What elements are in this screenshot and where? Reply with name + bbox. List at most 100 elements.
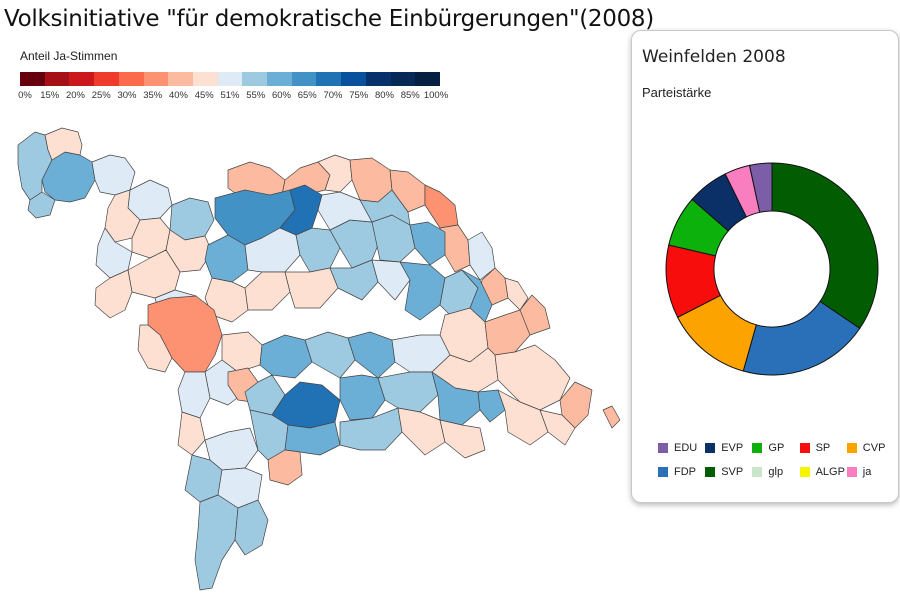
scale-tick-label: 75% xyxy=(349,90,369,101)
legend-item-glp[interactable]: glp xyxy=(752,466,799,478)
municipality-region[interactable] xyxy=(204,234,249,283)
municipality-region[interactable] xyxy=(91,154,136,196)
municipality-region[interactable] xyxy=(431,371,481,426)
municipality-region[interactable] xyxy=(259,334,313,379)
municipality-region[interactable] xyxy=(339,374,386,421)
scale-swatch xyxy=(44,72,70,86)
legend-swatch xyxy=(658,467,668,477)
legend-item-algp[interactable]: ALGP xyxy=(799,466,847,478)
municipality-region[interactable] xyxy=(339,407,403,451)
scale-tick-label: 51% xyxy=(220,90,240,101)
scale-swatch xyxy=(20,72,45,86)
municipality-region[interactable] xyxy=(477,389,506,423)
municipality-region[interactable] xyxy=(194,494,239,591)
scale-tick-label: 40% xyxy=(168,90,189,101)
thurgau-municipality-map xyxy=(17,127,621,591)
donut-slice-edu[interactable] xyxy=(748,162,773,213)
municipality-region[interactable] xyxy=(439,419,486,459)
legend-swatch xyxy=(752,443,763,453)
scale-swatch xyxy=(143,72,169,86)
scale-tick-label: 80% xyxy=(374,90,395,101)
municipality-region[interactable] xyxy=(204,277,249,323)
scale-tick-label: 55% xyxy=(246,90,266,101)
scale-swatch xyxy=(242,72,268,86)
scale-swatch xyxy=(365,72,391,86)
scale-swatch xyxy=(341,72,366,86)
scale-tick-label: 20% xyxy=(65,90,86,101)
scale-swatch xyxy=(192,72,218,86)
legend-swatch xyxy=(799,467,810,477)
municipality-region[interactable] xyxy=(494,344,571,411)
municipality-region[interactable] xyxy=(399,261,446,321)
municipality-region[interactable] xyxy=(504,277,529,311)
legend-item-evp[interactable]: EVP xyxy=(705,442,752,454)
municipality-region[interactable] xyxy=(234,499,269,556)
legend-item-ja[interactable]: ja xyxy=(846,466,894,478)
municipality-region[interactable] xyxy=(397,407,446,456)
municipality-region[interactable] xyxy=(371,259,411,301)
scale-swatch xyxy=(118,72,144,86)
municipality-region[interactable] xyxy=(177,371,211,419)
map-title: Volksinitiative "für demokratische Einbü… xyxy=(4,6,654,32)
municipality-region[interactable] xyxy=(347,331,396,379)
donut-slice-svp[interactable] xyxy=(771,162,879,330)
municipality-region[interactable] xyxy=(317,191,373,231)
panel-subtitle: Parteistärke xyxy=(642,85,712,100)
scale-swatch xyxy=(69,72,95,86)
municipality-region[interactable] xyxy=(304,331,356,379)
municipality-region[interactable] xyxy=(27,191,56,219)
legend-item-fdp[interactable]: FDP xyxy=(658,466,705,478)
scale-swatch xyxy=(168,72,193,86)
scale-swatch xyxy=(316,72,342,86)
legend-label: GP xyxy=(768,442,785,454)
legend-label: glp xyxy=(768,466,784,478)
legend-label: SP xyxy=(815,442,831,454)
scale-swatch xyxy=(291,72,317,86)
legend-item-cvp[interactable]: CVP xyxy=(846,442,894,454)
municipality-region[interactable] xyxy=(177,411,206,456)
legend-item-svp[interactable]: SVP xyxy=(705,466,752,478)
scale-tick-label: 100% xyxy=(423,90,449,101)
legend-label: EVP xyxy=(721,442,744,454)
party-strength-donut-chart xyxy=(665,162,879,376)
legend-item-gp[interactable]: GP xyxy=(752,442,799,454)
municipality-region[interactable] xyxy=(267,449,303,486)
scale-tick-label: 65% xyxy=(297,90,317,101)
legend-swatch xyxy=(658,443,668,453)
legend-swatch xyxy=(705,443,716,453)
legend-swatch xyxy=(799,443,810,453)
party-legend: EDU EVP GP SP CVP FDP SVP glp ALGP ja xyxy=(658,442,894,478)
scale-tick-label: 15% xyxy=(40,90,60,101)
municipality-region[interactable] xyxy=(284,267,339,309)
municipality-region[interactable] xyxy=(424,184,459,229)
scale-tick-label: 45% xyxy=(194,90,214,101)
municipality-region[interactable] xyxy=(317,154,353,193)
municipality-region[interactable] xyxy=(94,269,133,319)
municipality-region[interactable] xyxy=(497,389,549,446)
municipality-region[interactable] xyxy=(44,127,83,161)
municipality-region[interactable] xyxy=(539,409,576,446)
scale-swatch xyxy=(267,72,292,86)
municipality-region[interactable] xyxy=(377,371,439,413)
municipality-region[interactable] xyxy=(359,189,411,226)
municipality-region[interactable] xyxy=(602,405,621,429)
legend-item-edu[interactable]: EDU xyxy=(658,442,705,454)
municipality-region[interactable] xyxy=(127,179,173,221)
legend-label: EDU xyxy=(674,442,698,454)
legend-label: CVP xyxy=(862,442,886,454)
legend-swatch xyxy=(846,443,857,453)
legend-swatch xyxy=(752,467,763,477)
municipality-region[interactable] xyxy=(244,271,291,311)
municipality-region[interactable] xyxy=(169,197,215,241)
scale-tick-label: 35% xyxy=(143,90,163,101)
legend-swatch xyxy=(705,467,716,477)
scale-swatch xyxy=(415,72,440,86)
municipality-region[interactable] xyxy=(137,324,173,373)
legend-label: SVP xyxy=(721,466,744,478)
legend-item-sp[interactable]: SP xyxy=(799,442,847,454)
scale-tick-label: 30% xyxy=(117,90,137,101)
municipality-region[interactable] xyxy=(127,249,181,299)
legend-swatch xyxy=(846,467,857,477)
municipality-region[interactable] xyxy=(295,227,341,273)
municipality-region[interactable] xyxy=(409,221,446,266)
